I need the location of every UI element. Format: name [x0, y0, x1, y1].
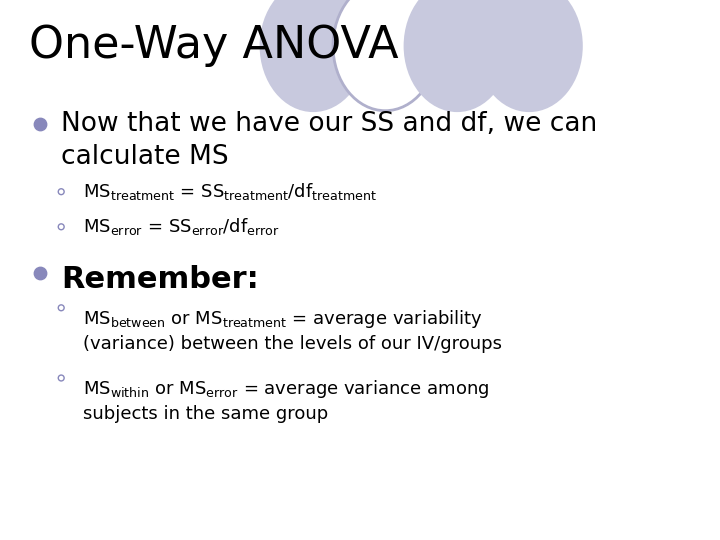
Text: Now that we have our SS and df, we can
calculate MS: Now that we have our SS and df, we can c… — [61, 111, 598, 170]
Text: One-Way ANOVA: One-Way ANOVA — [29, 24, 398, 68]
Point — [55, 303, 67, 312]
Ellipse shape — [405, 0, 510, 111]
Point — [34, 268, 45, 277]
Ellipse shape — [333, 0, 438, 111]
Text: MS$_{\mathregular{treatment}}$ = SS$_{\mathregular{treatment}}$/df$_{\mathregula: MS$_{\mathregular{treatment}}$ = SS$_{\m… — [83, 181, 377, 202]
Point — [55, 222, 67, 231]
Text: Remember:: Remember: — [61, 265, 259, 294]
Point — [34, 120, 45, 129]
Text: MS$_{\mathregular{within}}$ or MS$_{\mathregular{error}}$ = average variance amo: MS$_{\mathregular{within}}$ or MS$_{\mat… — [83, 378, 489, 423]
Ellipse shape — [261, 0, 365, 111]
Point — [55, 187, 67, 196]
Point — [55, 374, 67, 382]
Ellipse shape — [477, 0, 582, 111]
Text: MS$_{\mathregular{error}}$ = SS$_{\mathregular{error}}$/df$_{\mathregular{error}: MS$_{\mathregular{error}}$ = SS$_{\mathr… — [83, 217, 279, 237]
Text: MS$_{\mathregular{between}}$ or MS$_{\mathregular{treatment}}$ = average variabi: MS$_{\mathregular{between}}$ or MS$_{\ma… — [83, 308, 502, 353]
